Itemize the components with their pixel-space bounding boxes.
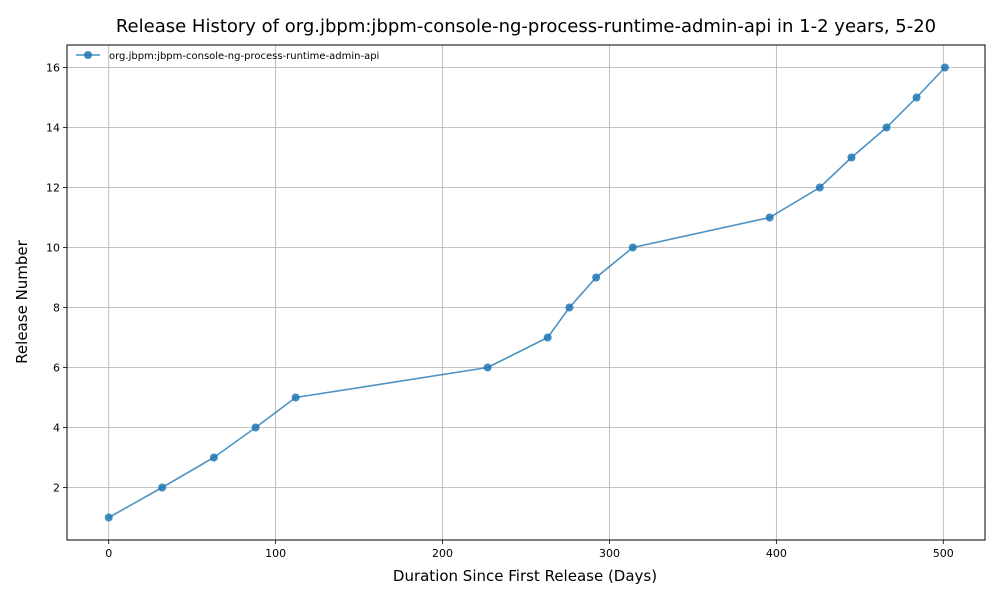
data-point xyxy=(765,213,774,222)
y-tick-label: 10 xyxy=(46,242,60,255)
data-point xyxy=(543,333,552,342)
x-tick-label: 500 xyxy=(933,547,954,560)
series-line xyxy=(108,66,946,519)
data-point xyxy=(483,363,492,372)
legend-point-marker xyxy=(84,51,92,59)
y-tick-label: 12 xyxy=(46,182,60,195)
data-point xyxy=(565,303,574,312)
data-point xyxy=(847,153,856,162)
y-tick-label: 4 xyxy=(53,422,60,435)
grid xyxy=(67,45,985,540)
data-point xyxy=(940,63,949,72)
legend-label: org.jbpm:jbpm-console-ng-process-runtime… xyxy=(109,51,379,62)
data-point xyxy=(209,453,218,462)
y-tick-label: 6 xyxy=(53,362,60,375)
y-axis: 2 4 6 8 10 12 14 16 xyxy=(46,62,67,495)
x-tick-label: 0 xyxy=(105,547,112,560)
y-tick-label: 2 xyxy=(53,482,60,495)
data-point xyxy=(912,93,921,102)
x-axis-label: Duration Since First Release (Days) xyxy=(393,567,657,585)
data-point xyxy=(592,273,601,282)
x-tick-label: 100 xyxy=(265,547,286,560)
x-tick-label: 300 xyxy=(599,547,620,560)
data-point xyxy=(158,483,167,492)
legend: org.jbpm:jbpm-console-ng-process-runtime… xyxy=(76,51,379,62)
data-point xyxy=(291,393,300,402)
chart-title: Release History of org.jbpm:jbpm-console… xyxy=(116,16,936,37)
y-tick-label: 16 xyxy=(46,62,60,75)
data-point xyxy=(815,183,824,192)
y-tick-label: 8 xyxy=(53,302,60,315)
plot-frame xyxy=(66,44,986,541)
data-point xyxy=(628,243,637,252)
series-layer xyxy=(104,63,949,522)
y-tick-label: 14 xyxy=(46,122,60,135)
x-tick-label: 200 xyxy=(432,547,453,560)
x-tick-label: 400 xyxy=(766,547,787,560)
data-point xyxy=(104,513,113,522)
data-point xyxy=(882,123,891,132)
data-point xyxy=(251,423,260,432)
y-axis-label: Release Number xyxy=(13,239,31,363)
x-axis: 0 100 200 300 400 500 xyxy=(105,540,954,560)
